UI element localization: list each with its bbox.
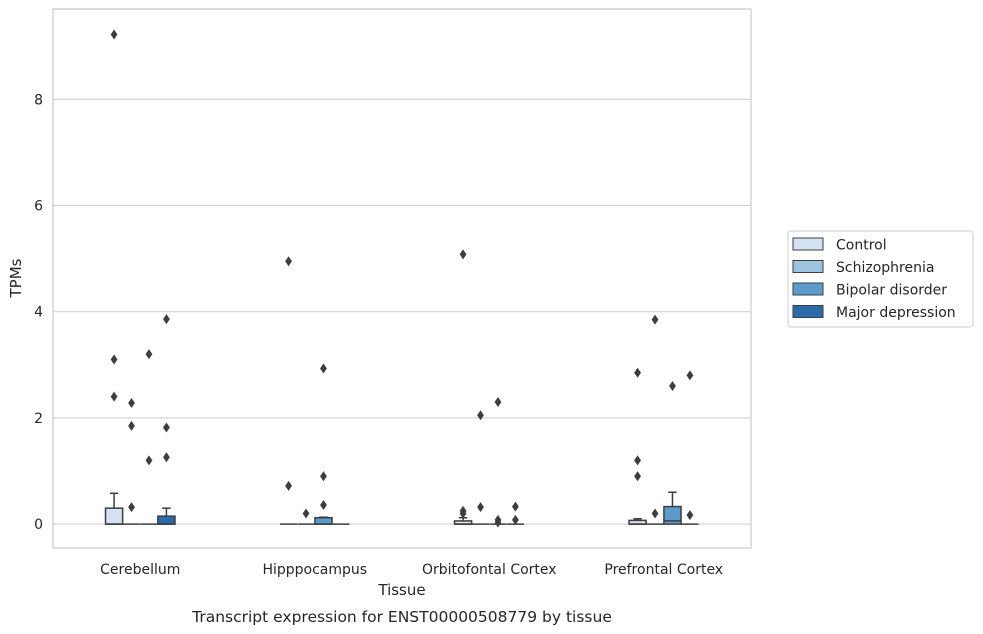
outlier-point — [320, 499, 327, 510]
x-tick-label: Orbitofontal Cortex — [422, 562, 557, 578]
y-tick-label: 8 — [34, 92, 43, 108]
legend-swatch — [792, 282, 824, 296]
outlier-point — [302, 508, 310, 519]
box-bipolar-disorder — [489, 396, 507, 528]
box-control — [280, 256, 298, 525]
outlier-point — [128, 398, 135, 409]
box-bipolar-disorder — [140, 349, 158, 525]
outlier-point — [651, 314, 659, 325]
y-tick-label: 4 — [34, 305, 43, 321]
grid-lines — [53, 98, 751, 525]
outlier-point — [163, 422, 170, 433]
x-tick-label: Hipppocampus — [262, 562, 367, 578]
box-major-depression — [681, 370, 699, 525]
y-tick-labels: 0 2 4 6 8 — [34, 92, 43, 533]
legend-swatch — [792, 305, 824, 318]
box-bipolar-disorder — [314, 363, 333, 525]
y-axis-title: TPMs — [7, 258, 25, 298]
outlier-point — [459, 508, 467, 519]
box-major-depression — [506, 501, 524, 525]
outlier-point — [634, 367, 641, 378]
outlier-point — [651, 508, 659, 519]
box-schizophrenia — [122, 398, 141, 525]
x-tick-label: Cerebellum — [100, 562, 180, 578]
box-control — [104, 29, 124, 525]
legend-label: Bipolar disorder — [836, 283, 947, 299]
outlier-point — [163, 314, 170, 325]
outlier-point — [477, 410, 484, 421]
plot-frame — [52, 8, 752, 549]
outlier-point — [128, 420, 135, 431]
outlier-point — [494, 396, 502, 407]
legend-label: Control — [836, 238, 887, 254]
outlier-point — [669, 381, 676, 392]
outlier-point — [285, 256, 292, 267]
legend: Control Schizophrenia Bipolar disorder Majo… — [787, 230, 974, 328]
legend-frame — [787, 230, 974, 328]
outlier-point — [145, 349, 153, 360]
box-schizophrenia — [646, 314, 664, 525]
outlier-point — [110, 29, 118, 40]
outlier-point — [686, 370, 694, 381]
legend-label: Schizophrenia — [836, 260, 934, 276]
legend-label: Major depression — [836, 305, 956, 321]
outlier-point — [512, 514, 519, 525]
outlier-point — [634, 471, 641, 482]
x-tick-label: Prefrontal Cortex — [604, 562, 723, 578]
box-body — [104, 507, 124, 525]
box-body — [157, 515, 176, 525]
x-tick-labels: Cerebellum Hipppocampus Orbitofontal Corte… — [100, 562, 723, 578]
outlier-point — [285, 480, 292, 491]
outlier-point — [145, 455, 153, 466]
box-layer — [104, 29, 699, 528]
outlier-point — [686, 510, 694, 521]
y-tick-label: 0 — [34, 517, 43, 533]
outlier-point — [459, 249, 467, 260]
chart-caption: Transcript expression for ENST0000050877… — [191, 608, 612, 626]
outlier-point — [320, 363, 327, 374]
box-bipolar-disorder — [663, 381, 682, 525]
y-tick-label: 2 — [34, 411, 43, 427]
outlier-point — [163, 452, 170, 463]
outlier-point — [110, 354, 118, 365]
box-schizophrenia — [471, 410, 490, 525]
outlier-point — [512, 501, 519, 512]
box-control — [628, 367, 647, 525]
outlier-point — [634, 455, 641, 466]
y-tick-label: 6 — [34, 198, 43, 214]
outlier-point — [110, 391, 118, 402]
outlier-point — [320, 471, 327, 482]
box-major-depression — [157, 314, 176, 525]
box-body — [314, 516, 333, 525]
x-axis-title: Tissue — [377, 581, 425, 599]
outlier-point — [477, 502, 484, 513]
legend-swatch — [792, 237, 824, 251]
box-control — [453, 249, 473, 525]
box-schizophrenia — [297, 508, 315, 525]
outlier-point — [128, 502, 135, 513]
outlier-point — [494, 517, 502, 528]
legend-swatch — [792, 260, 824, 273]
